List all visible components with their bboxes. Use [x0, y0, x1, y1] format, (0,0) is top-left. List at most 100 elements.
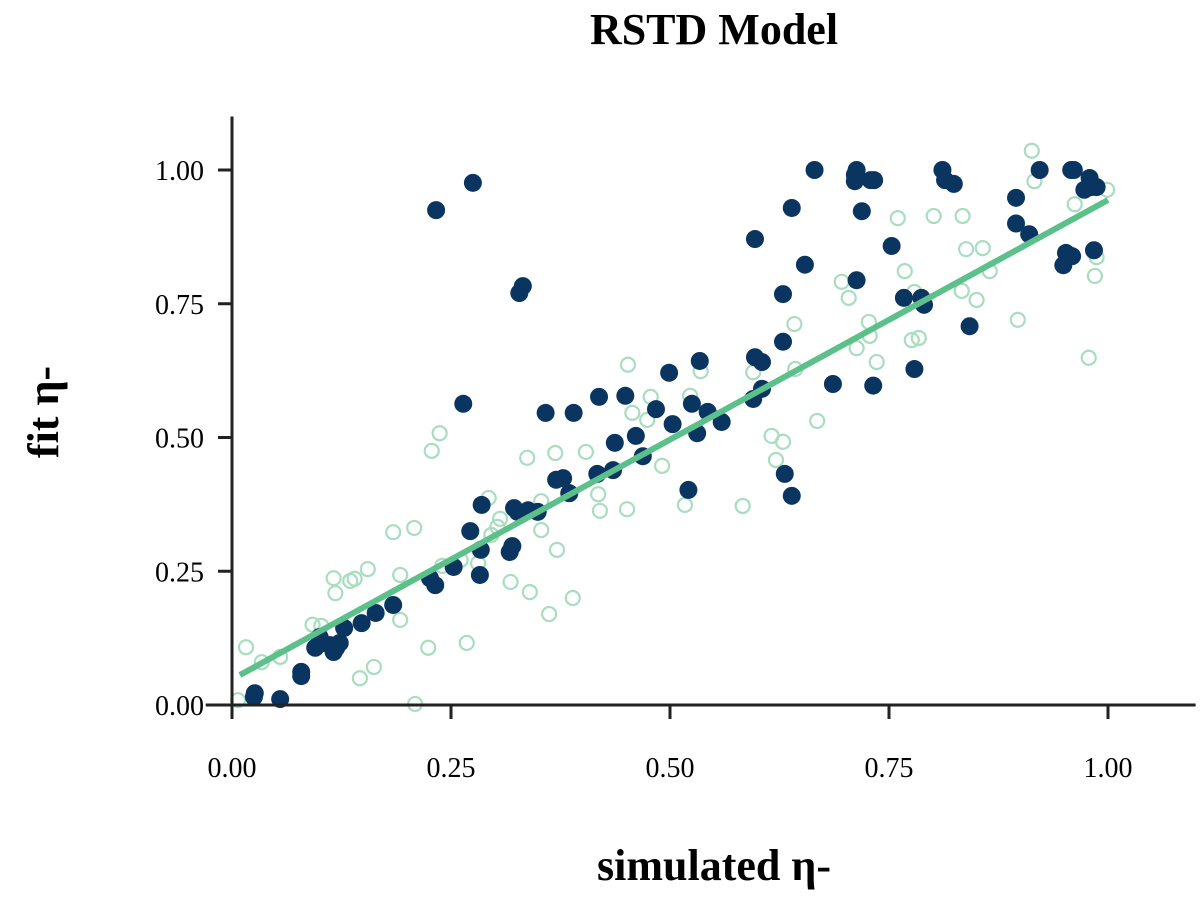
open-point [533, 521, 550, 539]
open-point [325, 570, 342, 587]
open-point [346, 570, 363, 587]
open-point [624, 404, 641, 421]
filled-point [384, 595, 403, 614]
filled-point [660, 363, 679, 382]
filled-point [513, 277, 532, 296]
open-point [521, 584, 538, 601]
filled-point [663, 415, 682, 434]
filled-point [752, 353, 771, 372]
filled-point [503, 537, 522, 556]
filled-point [330, 633, 349, 652]
filled-point [852, 202, 871, 221]
open-point [548, 541, 566, 558]
filled-point [774, 332, 793, 351]
filled-point [745, 230, 764, 249]
open-point [577, 443, 595, 461]
filled-point [944, 174, 963, 193]
filled-point [847, 271, 866, 290]
filled-point [774, 285, 793, 304]
open-point [953, 282, 970, 300]
filled-point [352, 614, 371, 633]
open-point [896, 263, 913, 280]
filled-point [427, 201, 446, 220]
filled-point [1007, 214, 1026, 233]
chart-title: RSTD Model [590, 5, 838, 54]
open-point [392, 566, 409, 584]
open-point [654, 457, 671, 474]
open-point [237, 639, 255, 656]
open-point [618, 501, 636, 518]
open-point [431, 425, 448, 442]
filled-point [682, 394, 701, 413]
x-tick-label: 0.00 [208, 753, 257, 784]
filled-point [1063, 247, 1082, 266]
open-point [957, 241, 975, 258]
open-point [420, 639, 437, 656]
filled-point [454, 394, 473, 413]
open-point [351, 670, 368, 687]
filled-point [426, 576, 445, 595]
open-point [365, 658, 383, 676]
open-point [423, 442, 440, 459]
open-point [676, 496, 693, 514]
open-point [502, 573, 519, 591]
open-point [903, 332, 920, 349]
open-point [385, 524, 402, 541]
x-tick-label: 0.25 [427, 753, 476, 784]
filled-point [882, 236, 901, 255]
filled-point [861, 171, 880, 190]
filled-point [626, 426, 645, 445]
open-point [591, 502, 609, 519]
open-point [564, 589, 581, 607]
filled-point [244, 687, 263, 706]
open-point [1086, 267, 1103, 285]
filled-point [1064, 161, 1083, 179]
open-point [968, 291, 985, 309]
filled-point [782, 486, 801, 505]
filled-point [690, 351, 709, 370]
filled-point [1030, 161, 1049, 179]
open-point [767, 451, 785, 469]
open-point [833, 273, 850, 290]
open-point [786, 315, 803, 333]
open-point [639, 411, 656, 428]
filled-point [472, 495, 491, 514]
filled-point [905, 360, 924, 379]
filled-point [782, 198, 801, 217]
filled-point [805, 161, 824, 179]
open-point [392, 611, 409, 629]
filled-point [712, 412, 731, 431]
filled-point [536, 403, 555, 422]
open-point [889, 210, 906, 227]
filled-point [775, 464, 794, 483]
filled-point [605, 433, 624, 452]
filled-point [679, 480, 698, 499]
open-point [491, 510, 509, 527]
open-point [910, 329, 927, 347]
filled-point [564, 403, 583, 422]
open-point [519, 449, 536, 466]
open-point [327, 585, 344, 602]
fit-line [238, 197, 1110, 678]
y-tick-label: 0.00 [155, 691, 204, 722]
filled-point [1007, 188, 1026, 207]
filled-point [864, 376, 883, 395]
open-point [1066, 196, 1083, 213]
open-point [406, 519, 423, 537]
open-point [359, 561, 376, 578]
axes: 0.00 0.25 0.50 0.75 1.00 0.00 0.25 0.50 0.75 1.00 [155, 116, 1196, 784]
filled-point [823, 375, 842, 393]
x-tick-label: 1.00 [1084, 753, 1133, 784]
x-tick-label: 0.75 [865, 753, 914, 784]
filled-point [1084, 241, 1103, 260]
open-point [547, 444, 564, 462]
filled-point [366, 603, 385, 622]
filled-point [461, 522, 480, 541]
filled-point [616, 386, 635, 405]
x-tick-label: 0.50 [646, 753, 695, 784]
y-axis-label: fit η- [19, 366, 68, 458]
open-point [590, 486, 607, 503]
open-point [840, 289, 857, 306]
filled-point [590, 387, 609, 406]
